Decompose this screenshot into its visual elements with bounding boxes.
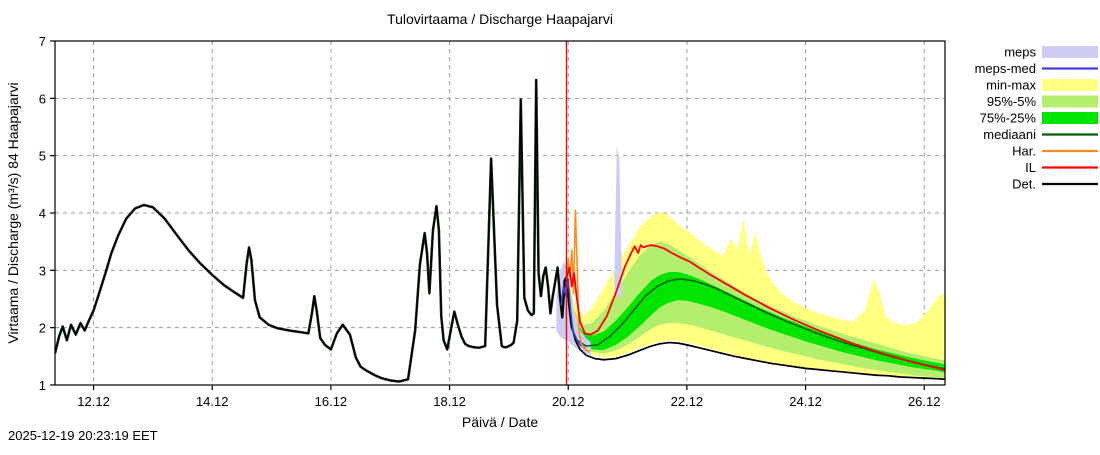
plot-area (55, 41, 945, 385)
series-line-det-forecast (565, 276, 945, 381)
xtick-label: 16.12 (315, 394, 348, 409)
axis-ticks: 1 2 3 4 5 6 7 12.12 14.12 16.12 18.12 20.12 22.12 24.… (39, 34, 941, 409)
legend-swatch-min-max (1042, 79, 1098, 91)
ytick-label: 4 (39, 206, 46, 221)
legend-swatch-75-25 (1042, 112, 1098, 124)
legend-label-det: Det. (1012, 177, 1036, 192)
legend-label-meps: meps (1004, 45, 1036, 60)
ytick-label: 3 (39, 263, 46, 278)
legend-swatch-95-5 (1042, 95, 1098, 108)
chart-title: Tulovirtaama / Discharge Haapajarvi (387, 11, 613, 27)
xtick-label: 20.12 (552, 394, 585, 409)
ytick-label: 7 (39, 34, 46, 49)
generation-timestamp: 2025-12-19 20:23:19 EET (8, 428, 158, 443)
xtick-label: 24.12 (789, 394, 822, 409)
legend-label-95-5: 95%-5% (987, 94, 1037, 109)
legend-label-mediaani: mediaani (983, 127, 1036, 142)
ytick-label: 2 (39, 321, 46, 336)
legend-swatch-meps (1042, 46, 1098, 58)
band-meps-spike (614, 145, 622, 298)
legend-label-min-max: min-max (986, 78, 1036, 93)
legend-label-il: IL (1025, 160, 1036, 175)
ytick-label: 6 (39, 91, 46, 106)
xtick-label: 14.12 (196, 394, 229, 409)
xtick-label: 26.12 (908, 394, 941, 409)
x-axis-label: Päivä / Date (462, 414, 538, 430)
ytick-label: 1 (39, 378, 46, 393)
series-line-il (565, 244, 945, 371)
band-75-25 (566, 272, 945, 373)
ytick-label: 5 (39, 149, 46, 164)
series-line-meps-med (560, 278, 586, 349)
xtick-label: 22.12 (671, 394, 704, 409)
xtick-label: 18.12 (433, 394, 466, 409)
xtick-label: 12.12 (77, 394, 110, 409)
y-axis-label: Virtaama / Discharge (m³/s) 84 Haapajarv… (5, 82, 21, 343)
legend-label-har: Har. (1012, 144, 1036, 159)
legend-label-75-25: 75%-25% (980, 111, 1037, 126)
series-line-det-observed (55, 79, 568, 383)
legend-label-meps-med: meps-med (975, 61, 1036, 76)
gridlines (55, 41, 945, 385)
